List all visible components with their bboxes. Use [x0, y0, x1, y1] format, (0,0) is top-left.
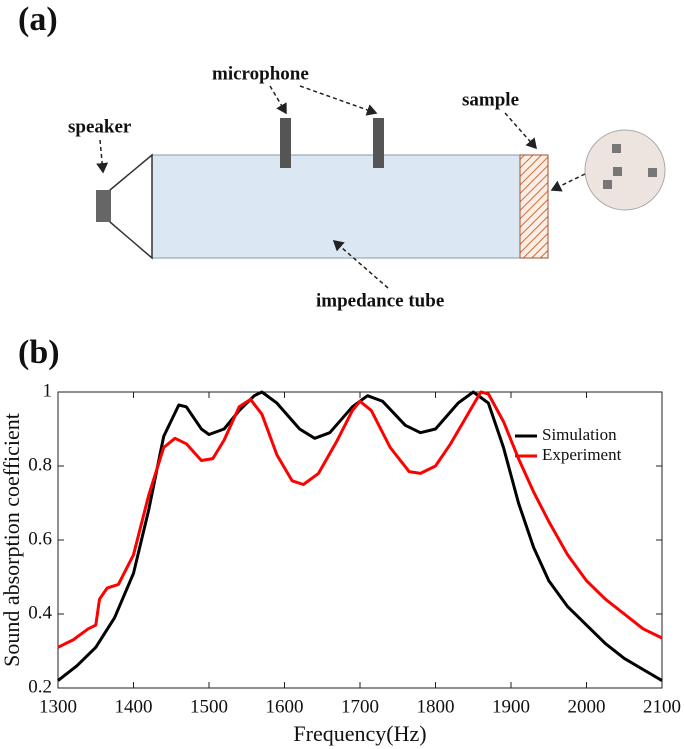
- legend-label: Simulation: [542, 425, 617, 444]
- photo-hole: [603, 180, 612, 189]
- y-tick-label: 1: [43, 380, 53, 401]
- x-tick-label: 1800: [417, 696, 455, 717]
- sample: [519, 154, 549, 259]
- speaker-label: speaker: [68, 116, 132, 137]
- speaker: [96, 190, 110, 222]
- sample-label: sample: [462, 89, 519, 110]
- x-tick-label: 1900: [492, 696, 530, 717]
- x-tick-label: 1500: [190, 696, 228, 717]
- chart: (b) Frequency(Hz) Sound absorption coeff…: [0, 334, 681, 746]
- x-tick-label: 1600: [266, 696, 304, 717]
- microphone-label: microphone: [212, 63, 309, 84]
- arrow: [269, 85, 287, 115]
- speaker-cone: [109, 153, 153, 260]
- arrow: [550, 173, 586, 192]
- panel-label: (a): [18, 1, 58, 38]
- arrow: [504, 112, 537, 150]
- panel-label: (b): [18, 334, 60, 371]
- photo-hole: [648, 168, 657, 177]
- x-tick-label: 1300: [39, 696, 77, 717]
- photo-hole: [612, 144, 621, 153]
- x-tick-label: 2100: [643, 696, 681, 717]
- diagram: (a) microphone speaker sample impedance …: [18, 1, 666, 311]
- x-tick-label: 2000: [568, 696, 606, 717]
- microphone: [280, 118, 291, 168]
- legend-label: Experiment: [542, 445, 622, 464]
- x-tick-label: 1400: [115, 696, 153, 717]
- arrow: [299, 85, 378, 116]
- arrow: [96, 139, 109, 174]
- photo-hole: [613, 167, 622, 176]
- arrow: [332, 240, 389, 289]
- tube-label: impedance tube: [316, 290, 444, 311]
- y-tick-label: 0.6: [28, 528, 52, 549]
- x-axis-title: Frequency(Hz): [293, 721, 426, 746]
- y-tick-label: 0.8: [28, 454, 52, 475]
- microphone: [373, 118, 384, 168]
- tube: [151, 154, 521, 259]
- series-line: [57, 390, 663, 682]
- y-axis-title: Sound absorption coefficient: [0, 413, 24, 667]
- series-line: [57, 390, 663, 649]
- y-tick-label: 0.4: [28, 602, 52, 623]
- y-tick-label: 0.2: [28, 676, 52, 697]
- sample-photo: [584, 129, 666, 211]
- x-tick-label: 1700: [341, 696, 379, 717]
